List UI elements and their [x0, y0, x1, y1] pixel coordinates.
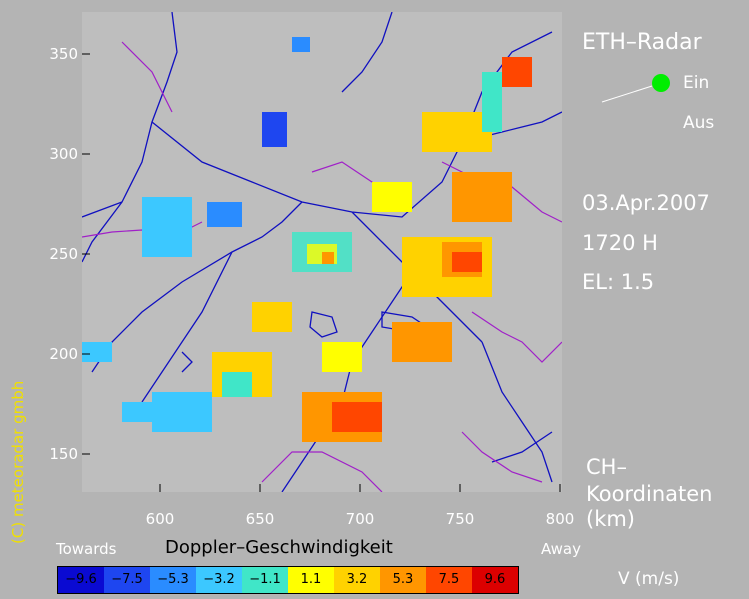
y-tick-label: 250 — [49, 245, 78, 263]
x-tick-label: 650 — [245, 510, 275, 528]
axis-ticks — [82, 53, 561, 492]
elevation-label: EL: 1.5 — [582, 270, 655, 294]
y-tick-label: 200 — [49, 345, 78, 363]
x-tick-label: 600 — [145, 510, 175, 528]
coord-label-line2: Koordinaten — [586, 482, 713, 506]
time-label: 1720 H — [582, 231, 658, 255]
y-tick-label: 300 — [49, 145, 78, 163]
legend-cell: 1.1 — [288, 567, 334, 593]
legend-cell: −5.3 — [150, 567, 196, 593]
radar-echoes — [82, 37, 532, 442]
switch-indicator[interactable] — [600, 72, 670, 104]
y-tick-label: 350 — [49, 45, 78, 63]
velocity-unit: V (m/s) — [618, 569, 680, 589]
x-tick-label: 750 — [445, 510, 475, 528]
legend-cell: 5.3 — [380, 567, 426, 593]
copyright-text: (C) meteoradar gmbh — [9, 380, 27, 544]
radar-title: ETH–Radar — [582, 30, 702, 55]
y-tick-label: 150 — [49, 445, 78, 463]
coord-label-line3: (km) — [586, 507, 636, 531]
legend-cell: −1.1 — [242, 567, 288, 593]
date-label: 03.Apr.2007 — [582, 191, 710, 215]
coord-label-line1: CH– — [586, 455, 627, 479]
legend-cell: −3.2 — [196, 567, 242, 593]
x-tick-label: 700 — [345, 510, 375, 528]
radar-map — [82, 12, 562, 492]
legend-away: Away — [541, 540, 581, 558]
legend-cell: 7.5 — [426, 567, 472, 593]
legend-cell: 3.2 — [334, 567, 380, 593]
x-tick-label: 800 — [545, 510, 575, 528]
legend-cell: 9.6 — [472, 567, 518, 593]
legend-cell: −7.5 — [104, 567, 150, 593]
switch-off-label[interactable]: Aus — [683, 113, 715, 133]
status-dot-icon — [652, 74, 670, 92]
switch-on-label[interactable]: Ein — [683, 73, 710, 93]
legend-towards: Towards — [56, 540, 117, 558]
legend-cell: −9.6 — [58, 567, 104, 593]
legend-title: Doppler–Geschwindigkeit — [165, 537, 393, 558]
color-scale-bar: −9.6 −7.5 −5.3 −3.2 −1.1 1.1 3.2 5.3 7.5 9.6 — [57, 566, 519, 594]
